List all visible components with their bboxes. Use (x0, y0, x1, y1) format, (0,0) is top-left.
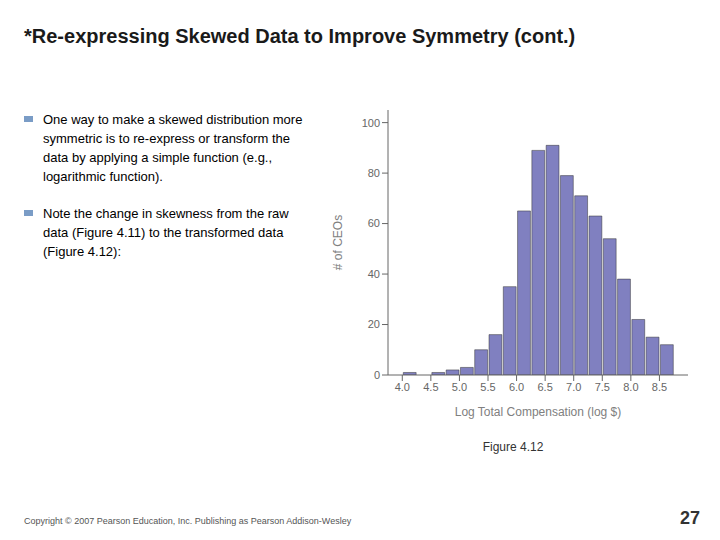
svg-text:6.5: 6.5 (537, 381, 552, 393)
html-text:Copyright © 2007 Pearson Educa: Copyright © 2007 Pearson Education, Inc.… (24, 516, 352, 526)
svg-text:4.0: 4.0 (395, 381, 410, 393)
svg-text:4.5: 4.5 (423, 381, 438, 393)
svg-text:0: 0 (374, 369, 380, 381)
html-text:27: 27 (680, 508, 700, 528)
html-text:One way to make a skewed distr: One way to make a skewed distribution mo… (43, 112, 303, 184)
svg-text:# of CEOs: # of CEOs (331, 215, 345, 270)
svg-text:5.5: 5.5 (480, 381, 495, 393)
svg-text:Log Total Compensation (log $): Log Total Compensation (log $) (455, 405, 622, 419)
svg-text:8.5: 8.5 (652, 381, 667, 393)
svg-text:8.0: 8.0 (623, 381, 638, 393)
html-text:*Re-expressing Skewed Data to: *Re-expressing Skewed Data to Improve Sy… (24, 25, 576, 47)
svg-text:5.0: 5.0 (452, 381, 467, 393)
html-text:Figure 4.12: Figure 4.12 (482, 440, 544, 454)
svg-text:100: 100 (362, 117, 380, 129)
svg-text:7.5: 7.5 (595, 381, 610, 393)
svg-text:6.0: 6.0 (509, 381, 524, 393)
svg-text:80: 80 (368, 167, 380, 179)
html-text:Note the change in skewness fr: Note the change in skewness from the raw… (43, 206, 289, 259)
svg-text:40: 40 (368, 268, 380, 280)
svg-text:20: 20 (368, 318, 380, 330)
svg-text:7.0: 7.0 (566, 381, 581, 393)
svg-text:60: 60 (368, 217, 380, 229)
